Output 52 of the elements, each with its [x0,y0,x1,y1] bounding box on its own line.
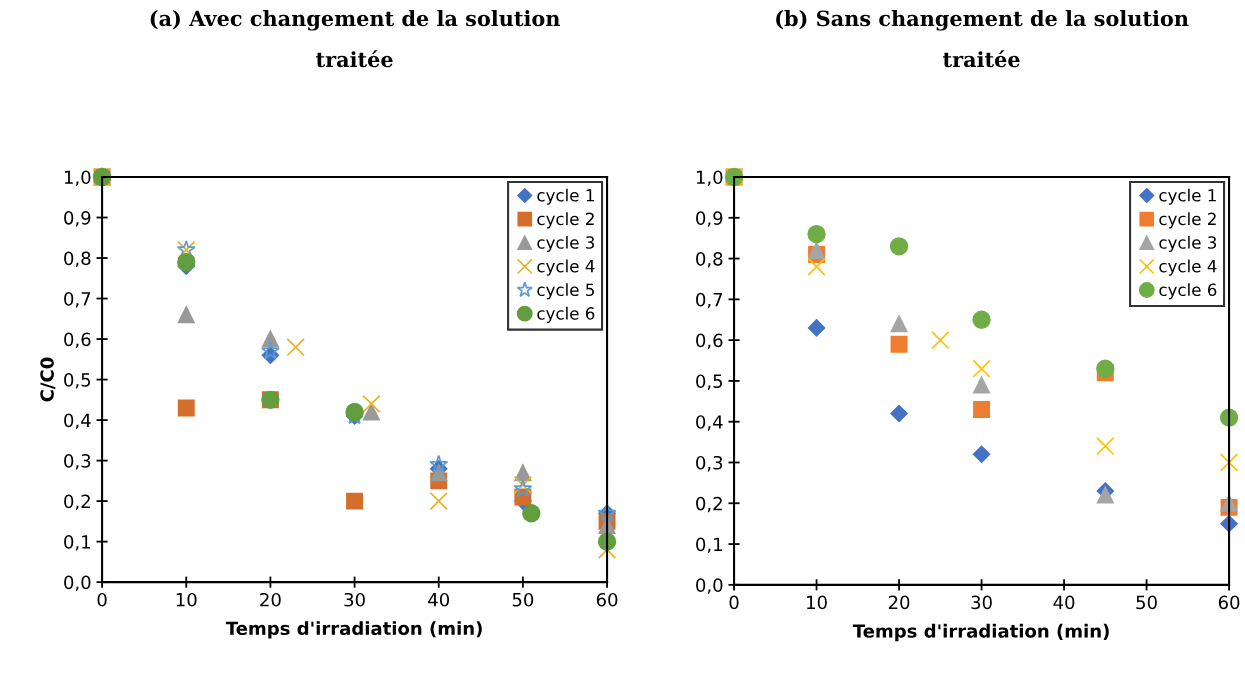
y-tick-label: 0,0 [696,578,723,594]
y-tick-label: 0,4 [64,413,91,430]
x-axis-title: Temps d'irradiation (min) [225,621,482,639]
y-tick-label: 0,9 [696,211,723,227]
legend-label: cycle 1 [537,188,594,205]
x-tick-label: 30 [971,595,992,610]
chart-title: (b) Sans changement de la solution traitée [776,10,1189,68]
legend-label: cycle 2 [537,212,594,229]
x-tick-label: 60 [1218,595,1240,610]
legend-label: cycle 6 [537,306,595,323]
y-tick-label: 1,0 [696,170,723,186]
legend-label: cycle 4 [1159,259,1217,276]
x-tick-label: 50 [512,592,534,607]
y-tick-label: 0,3 [696,455,723,472]
x-tick-label: 20 [888,595,910,610]
y-tick-label: 0,7 [64,292,91,308]
legend-label: cycle 5 [537,283,594,300]
y-tick-label: 0,5 [696,374,723,390]
y-tick-label: 0,1 [64,535,91,551]
legend-label: cycle 3 [537,235,595,253]
legend-label: cycle 3 [1159,235,1217,253]
legend-label: cycle 1 [1159,188,1216,205]
legend-label: cycle 4 [537,259,595,276]
x-tick-label: 0 [729,595,739,610]
y-tick-label: 0,8 [64,251,91,267]
x-tick-label: 10 [807,595,827,610]
x-tick-label: 50 [1136,595,1157,610]
x-tick-label: 60 [596,592,618,607]
y-tick-label: 0,0 [64,575,91,592]
legend-label: cycle 6 [1159,283,1217,300]
y-tick-label: 1,0 [64,170,91,186]
y-tick-label: 0,8 [696,252,723,268]
y-tick-label: 0,6 [696,333,723,350]
y-tick-label: 0,2 [696,496,722,513]
x-tick-label: 40 [1053,595,1075,610]
x-tick-label: 0 [97,592,107,607]
y-tick-label: 0,4 [696,415,723,431]
x-tick-label: 10 [176,592,197,607]
y-tick-label: 0,7 [696,292,723,309]
y-axis-title: C/C0 [40,357,56,402]
x-tick-label: 20 [260,592,281,607]
y-tick-label: 0,5 [64,373,91,389]
x-tick-label: 40 [428,592,450,607]
y-tick-label: 0,1 [696,537,722,554]
x-tick-label: 30 [344,592,365,607]
legend-label: cycle 2 [1159,212,1216,229]
y-tick-label: 0,9 [64,210,91,227]
chart-title: (a) Avec changement de la solution traitée [150,10,560,68]
x-axis-title: Temps d'irradiation (min) [852,623,1109,642]
y-tick-label: 0,6 [64,332,91,349]
y-tick-label: 0,3 [64,454,91,470]
y-tick-label: 0,2 [64,494,90,511]
